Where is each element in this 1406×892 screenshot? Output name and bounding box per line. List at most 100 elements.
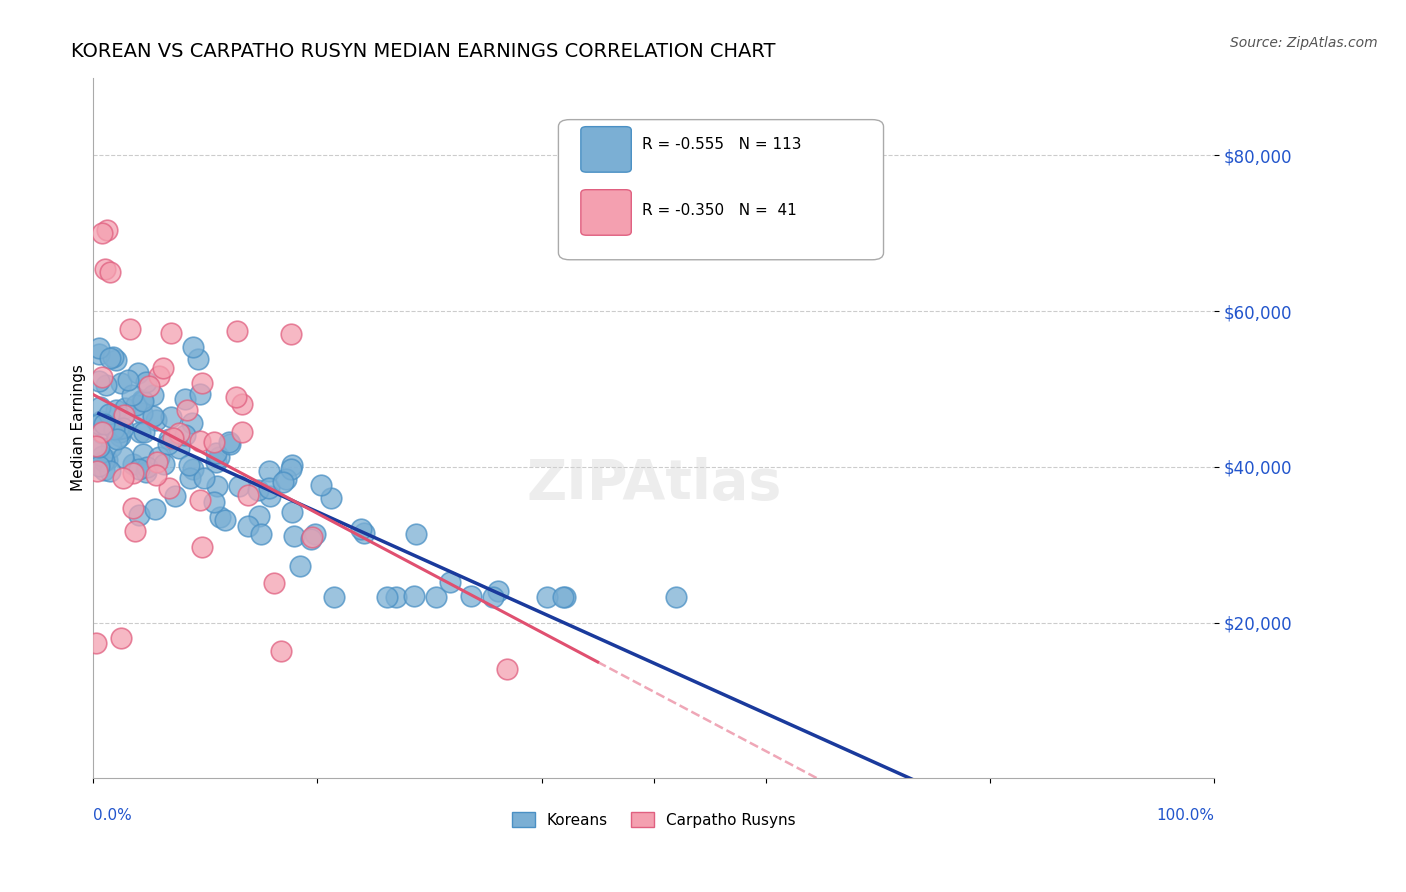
Point <box>247 483 270 498</box>
Point <box>205 455 228 469</box>
Point <box>94 261 117 276</box>
Point <box>157 432 180 446</box>
Point <box>225 324 247 338</box>
Point <box>98 265 121 279</box>
Point <box>111 450 134 465</box>
Point <box>495 662 517 676</box>
FancyBboxPatch shape <box>581 127 631 172</box>
Point <box>322 590 344 604</box>
Point <box>280 505 302 519</box>
Point <box>91 425 114 440</box>
Point <box>97 407 120 421</box>
Point <box>353 526 375 541</box>
Point <box>319 491 342 506</box>
Point <box>132 447 155 461</box>
Point <box>257 482 280 496</box>
Point <box>202 494 225 508</box>
Point <box>100 441 122 455</box>
Point <box>89 417 111 431</box>
Point <box>132 425 155 439</box>
Point <box>350 522 373 536</box>
Point <box>91 227 114 241</box>
Point <box>288 558 311 573</box>
Point <box>202 434 225 449</box>
Point <box>141 409 163 424</box>
Point <box>135 375 157 389</box>
FancyBboxPatch shape <box>581 190 631 235</box>
Point <box>167 441 190 455</box>
Text: ZIPAtlas: ZIPAtlas <box>526 457 782 511</box>
Point <box>110 425 132 439</box>
Point <box>231 425 253 440</box>
Point <box>270 644 292 658</box>
Point <box>665 590 688 604</box>
Text: KOREAN VS CARPATHO RUSYN MEDIAN EARNINGS CORRELATION CHART: KOREAN VS CARPATHO RUSYN MEDIAN EARNINGS… <box>70 42 775 61</box>
Point <box>375 590 398 604</box>
Point <box>91 449 114 463</box>
Point <box>87 458 110 473</box>
Point <box>110 376 132 391</box>
Point <box>460 590 482 604</box>
Point <box>238 488 260 502</box>
Point <box>405 526 427 541</box>
Point <box>152 360 174 375</box>
Point <box>176 402 198 417</box>
Point <box>551 590 574 604</box>
Point <box>96 222 118 236</box>
Text: 0.0%: 0.0% <box>93 808 132 823</box>
Point <box>280 326 302 341</box>
Point <box>124 524 146 538</box>
Point <box>107 422 129 436</box>
Point <box>309 478 332 492</box>
Point <box>122 457 145 471</box>
Point <box>208 450 231 464</box>
Point <box>385 590 408 604</box>
Point <box>218 437 240 451</box>
Point <box>247 508 270 523</box>
Point <box>87 440 110 454</box>
Point <box>179 471 201 485</box>
Point <box>148 450 170 465</box>
Point <box>301 530 323 544</box>
Point <box>117 373 139 387</box>
Point <box>128 462 150 476</box>
Point <box>145 412 167 426</box>
Point <box>281 458 304 473</box>
Point <box>174 392 197 407</box>
Point <box>114 401 136 415</box>
Point <box>280 461 302 475</box>
Point <box>145 467 167 482</box>
Point <box>87 374 110 388</box>
Point <box>128 425 150 439</box>
Point <box>112 409 135 424</box>
Point <box>553 590 575 604</box>
Point <box>205 479 228 493</box>
Point <box>111 420 134 434</box>
Point <box>86 439 108 453</box>
Point <box>263 576 285 591</box>
Point <box>142 387 165 401</box>
Point <box>274 472 297 486</box>
Point <box>204 446 226 460</box>
Point <box>146 455 169 469</box>
Point <box>214 513 236 527</box>
Point <box>228 478 250 492</box>
Text: R = -0.555   N = 113: R = -0.555 N = 113 <box>643 136 801 152</box>
Point <box>98 464 121 478</box>
Point <box>91 425 114 439</box>
FancyBboxPatch shape <box>558 120 883 260</box>
Point <box>188 387 211 401</box>
Point <box>486 584 509 599</box>
Point <box>218 435 240 450</box>
Point <box>105 432 128 446</box>
Point <box>162 431 184 445</box>
Point <box>143 502 166 516</box>
Point <box>131 406 153 420</box>
Point <box>536 590 558 604</box>
Point <box>98 351 121 365</box>
Point <box>157 436 180 450</box>
Point <box>283 529 305 543</box>
Point <box>91 370 114 384</box>
Point <box>93 463 115 477</box>
Point <box>128 508 150 523</box>
